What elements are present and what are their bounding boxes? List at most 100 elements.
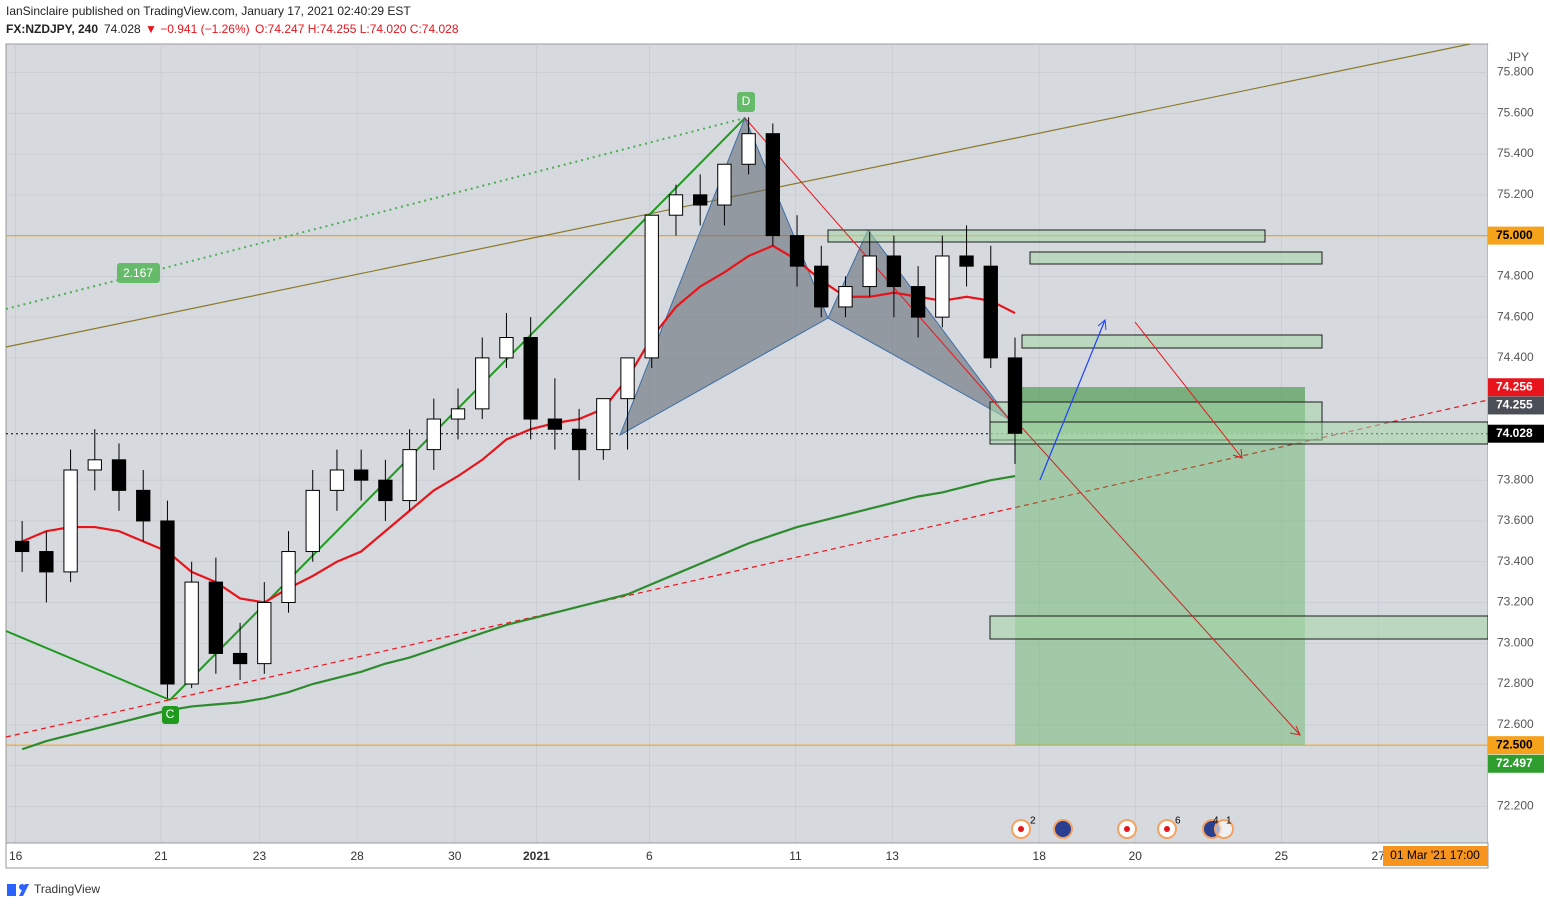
price-change: ▼ −0.941 (−1.26%): [145, 22, 250, 36]
y-tick-label: 75.200: [1497, 187, 1534, 201]
event-count: 6: [1175, 816, 1181, 827]
x-tick-label: 2021: [523, 849, 550, 863]
event-icon[interactable]: [1053, 819, 1073, 839]
candle-body: [547, 418, 563, 430]
candle-body: [450, 408, 466, 420]
event-icon[interactable]: [1214, 819, 1234, 839]
x-tick-label: 28: [350, 849, 364, 863]
candle-body: [184, 581, 199, 685]
crosshair-time: 01 Mar '21 17:00: [1390, 848, 1480, 862]
zones: [827, 229, 1489, 640]
candle-body: [1007, 357, 1023, 434]
x-tick-label: 30: [448, 849, 462, 863]
candle-body: [208, 581, 224, 654]
candle-body: [523, 337, 538, 420]
currency: JPY: [1507, 50, 1529, 64]
price-label-box: [1488, 378, 1544, 397]
logo-part: [19, 884, 29, 896]
y-tick-label: 73.200: [1497, 595, 1534, 609]
x-tick-label: 27: [1372, 849, 1386, 863]
projection: [1014, 419, 1301, 736]
time-axis: [5, 842, 1489, 869]
candle-body: [39, 551, 54, 573]
candle-body: [232, 652, 248, 665]
ratio-label: 2.167: [123, 266, 153, 280]
y-tick-label: 73.600: [1497, 513, 1534, 527]
arrow-head: [1289, 725, 1301, 736]
arrow-head: [1232, 448, 1243, 459]
candle-body: [644, 214, 659, 359]
price-label: 74.028: [1496, 426, 1533, 440]
ratio-badge: [117, 263, 160, 283]
candle-body: [354, 469, 369, 481]
candle-body: [111, 459, 127, 491]
y-tick-label: 74.600: [1497, 309, 1534, 323]
point-label: D: [742, 94, 751, 108]
candle-body: [814, 265, 829, 308]
moving-average: [21, 475, 1016, 751]
event-count: 4: [1213, 816, 1219, 827]
y-tick-label: 73.000: [1497, 635, 1534, 649]
price-label: 74.255: [1496, 398, 1533, 412]
candle-body: [136, 489, 151, 522]
zone: [1029, 251, 1323, 265]
y-tick-label: 75.400: [1497, 146, 1534, 160]
candle-body: [257, 601, 272, 665]
zone: [827, 229, 1266, 243]
candle-body: [693, 194, 708, 206]
candle-body: [475, 357, 490, 410]
y-tick-label: 72.600: [1497, 717, 1534, 731]
candle-body: [983, 265, 998, 359]
candle-body: [281, 551, 296, 603]
candle-body: [378, 479, 393, 502]
candle-body: [620, 357, 635, 400]
candle-body: [668, 194, 684, 216]
projection: [1039, 319, 1106, 481]
y-tick-label: 74.400: [1497, 350, 1534, 364]
projection: [1134, 321, 1243, 459]
zone: [989, 615, 1489, 640]
last-price: 74.028: [104, 22, 141, 36]
x-tick-label: 23: [253, 849, 267, 863]
candle-body: [765, 133, 780, 237]
channel-line: [5, 399, 1489, 738]
x-tick-label: 11: [789, 849, 802, 863]
candle-body: [862, 255, 877, 288]
axes: 72.20072.40072.60072.80073.00073.20073.4…: [9, 65, 1544, 863]
price-label: 74.256: [1496, 379, 1533, 393]
x-tick-label: 6: [646, 849, 653, 863]
projection: [744, 117, 1011, 421]
target-zone: [1015, 387, 1305, 745]
candle-body: [838, 286, 853, 308]
event-count: 1: [1226, 816, 1232, 827]
candle-body: [741, 133, 756, 165]
price-label-box: [1488, 396, 1544, 415]
crosshair-time-box: [1383, 846, 1488, 866]
symbol: FX:NZDJPY, 240: [6, 22, 98, 36]
event-dot: [1124, 826, 1130, 832]
candle-body: [910, 286, 926, 318]
event-count: 2: [1030, 816, 1036, 827]
candle-body: [935, 255, 950, 318]
x-tick-label: 25: [1275, 849, 1289, 863]
event-dot: [1164, 826, 1170, 832]
candle-body: [160, 520, 175, 685]
events: [1011, 819, 1234, 839]
event-dot: [1018, 826, 1024, 832]
price-label-box: [1488, 736, 1544, 755]
candle-body: [305, 489, 320, 553]
pattern-leg: [5, 630, 171, 701]
x-tick-label: 13: [886, 849, 900, 863]
candle-body: [789, 235, 805, 267]
candle-body: [63, 469, 78, 573]
publisher: IanSinclaire published on TradingView.co…: [6, 4, 411, 18]
y-tick-label: 75.600: [1497, 105, 1534, 119]
price-label-box: [1488, 226, 1544, 245]
zone: [989, 421, 1489, 445]
y-tick-label: 73.400: [1497, 554, 1534, 568]
x-tick-label: 20: [1129, 849, 1143, 863]
candle-body: [426, 418, 441, 451]
arrow-head: [1097, 318, 1107, 331]
candle-body: [499, 337, 514, 359]
